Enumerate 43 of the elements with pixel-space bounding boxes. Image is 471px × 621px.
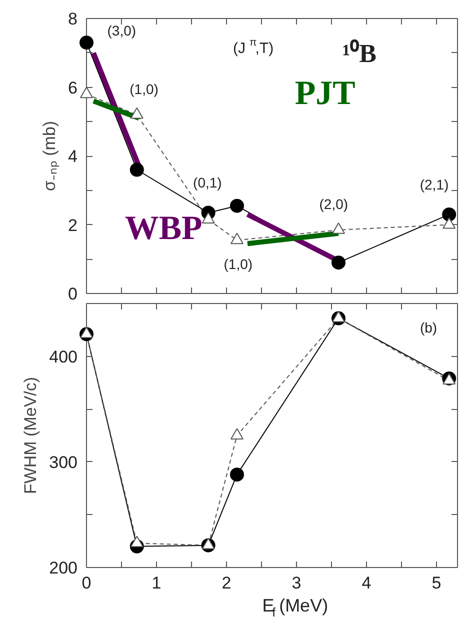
annotation: (b) bbox=[420, 320, 438, 336]
point bbox=[332, 310, 345, 322]
point bbox=[80, 326, 93, 338]
point bbox=[202, 212, 215, 224]
x-tick-label: 2 bbox=[222, 574, 232, 592]
annotation: (3,0) bbox=[107, 22, 136, 39]
point bbox=[80, 86, 93, 98]
annotation: (2,1) bbox=[420, 176, 449, 192]
y-tick-label: 4 bbox=[68, 147, 78, 166]
point bbox=[230, 468, 244, 482]
y-tick-label: 8 bbox=[68, 10, 78, 28]
point bbox=[130, 107, 144, 119]
annotation: (2,0) bbox=[319, 196, 348, 212]
annotation: (1,0) bbox=[130, 80, 158, 97]
annotation: (1,0) bbox=[224, 256, 253, 272]
x-tick-label: 4 bbox=[362, 574, 372, 592]
y-tick-label: 6 bbox=[68, 78, 78, 98]
y-axis-title: σ₋ₙₚ (mb) bbox=[40, 120, 60, 192]
point bbox=[130, 536, 144, 548]
point bbox=[442, 217, 456, 229]
y-axis-title: FWHM (MeV/c) bbox=[21, 376, 40, 494]
annotation: PJT bbox=[294, 75, 356, 112]
point bbox=[230, 232, 244, 244]
annotation: WBP bbox=[124, 210, 202, 247]
y-tick-label: 200 bbox=[49, 558, 78, 578]
point bbox=[230, 428, 244, 440]
point bbox=[130, 162, 144, 177]
x-tick-label: 0 bbox=[82, 574, 92, 592]
x-tick-label: 1 bbox=[152, 574, 162, 592]
x-tick-label: 3 bbox=[292, 574, 302, 592]
point bbox=[332, 222, 345, 234]
point bbox=[332, 256, 346, 270]
y-tick-label: 300 bbox=[49, 452, 78, 472]
point bbox=[80, 36, 94, 50]
annotation: ¹⁰B bbox=[342, 39, 376, 68]
y-tick-label: 0 bbox=[68, 284, 78, 304]
y-tick-label: 400 bbox=[49, 347, 78, 366]
annotation: (0,1) bbox=[193, 174, 222, 191]
point bbox=[230, 198, 244, 213]
x-tick-label: 5 bbox=[432, 574, 442, 592]
point bbox=[442, 207, 456, 222]
y-tick-label: 2 bbox=[68, 216, 78, 235]
point bbox=[202, 538, 215, 550]
